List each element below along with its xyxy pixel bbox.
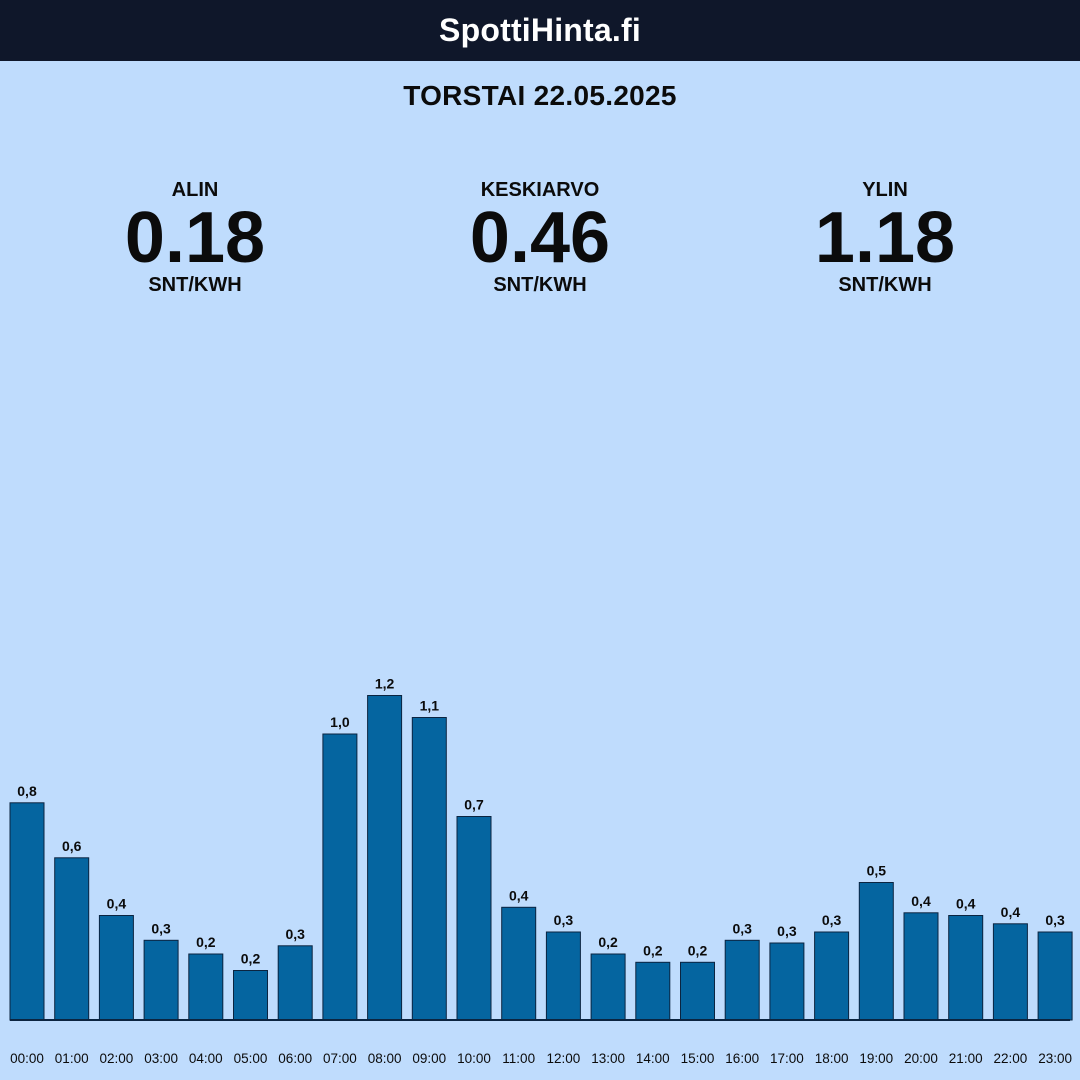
bar-1500 bbox=[680, 961, 715, 1021]
bar-2200 bbox=[992, 923, 1028, 1021]
data-label: 0,2 bbox=[688, 942, 708, 958]
x-tick-label: 23:00 bbox=[1038, 1051, 1072, 1066]
x-tick-label: 16:00 bbox=[725, 1051, 759, 1066]
data-label: 0,6 bbox=[62, 838, 82, 854]
data-label: 0,3 bbox=[554, 912, 574, 928]
header-bar: SpottiHinta.fi bbox=[0, 0, 1080, 61]
bar-1200 bbox=[545, 931, 581, 1021]
data-label: 0,2 bbox=[598, 934, 618, 950]
x-tick-label: 09:00 bbox=[412, 1051, 446, 1066]
bar-1900 bbox=[858, 882, 894, 1021]
data-label: 0,4 bbox=[911, 893, 931, 909]
bar-0300 bbox=[143, 939, 179, 1021]
bar-1000 bbox=[456, 816, 492, 1021]
x-tick-label: 17:00 bbox=[770, 1051, 804, 1066]
x-tick-label: 08:00 bbox=[368, 1051, 402, 1066]
x-tick-label: 00:00 bbox=[10, 1051, 44, 1066]
x-tick-label: 05:00 bbox=[234, 1051, 268, 1066]
bar-0500 bbox=[233, 970, 268, 1021]
x-tick-label: 02:00 bbox=[100, 1051, 134, 1066]
stat-max-unit: SNT/KWH bbox=[838, 274, 932, 296]
bar-0100 bbox=[54, 857, 90, 1021]
date-title: TORSTAI 22.05.2025 bbox=[403, 80, 677, 111]
x-tick-label: 06:00 bbox=[278, 1051, 312, 1066]
stat-max-value: 1.18 bbox=[814, 198, 956, 278]
data-label: 0,4 bbox=[1001, 904, 1021, 920]
bar-0200 bbox=[98, 915, 134, 1021]
data-label: 0,3 bbox=[777, 923, 797, 939]
data-label: 0,2 bbox=[643, 942, 663, 958]
bar-1800 bbox=[814, 931, 850, 1021]
data-label: 0,3 bbox=[732, 920, 752, 936]
data-label: 1,0 bbox=[330, 714, 350, 730]
bar-0000 bbox=[9, 802, 45, 1021]
data-label: 0,5 bbox=[867, 863, 887, 879]
stat-max-label: YLIN bbox=[862, 179, 908, 201]
stat-avg: KESKIARVO 0.46 SNT/KWH bbox=[390, 178, 690, 297]
x-tick-label: 19:00 bbox=[859, 1051, 893, 1066]
bar-0900 bbox=[411, 717, 447, 1021]
bar-1700 bbox=[769, 942, 805, 1021]
bar-2000 bbox=[903, 912, 939, 1021]
data-label: 0,4 bbox=[107, 896, 127, 912]
data-label: 1,2 bbox=[375, 676, 395, 692]
data-label: 0,4 bbox=[509, 887, 529, 903]
data-label: 0,3 bbox=[822, 912, 842, 928]
stat-avg-label: KESKIARVO bbox=[480, 179, 600, 201]
stat-min-value: 0.18 bbox=[124, 198, 266, 278]
bar-1400 bbox=[635, 961, 671, 1021]
x-tick-label: 12:00 bbox=[547, 1051, 581, 1066]
site-title: SpottiHinta.fi bbox=[439, 12, 641, 48]
stat-min-unit: SNT/KWH bbox=[148, 274, 242, 296]
data-label: 1,1 bbox=[420, 698, 440, 714]
bar-2300 bbox=[1037, 931, 1073, 1021]
stat-min-label: ALIN bbox=[171, 179, 219, 201]
x-tick-label: 04:00 bbox=[189, 1051, 223, 1066]
x-tick-label: 11:00 bbox=[502, 1051, 535, 1066]
stat-max: YLIN 1.18 SNT/KWH bbox=[735, 178, 1035, 297]
data-label: 0,2 bbox=[241, 951, 261, 967]
stat-min: ALIN 0.18 SNT/KWH bbox=[45, 178, 345, 297]
stat-avg-unit: SNT/KWH bbox=[493, 274, 587, 296]
data-label: 0,3 bbox=[1045, 912, 1065, 928]
x-tick-label: 20:00 bbox=[904, 1051, 938, 1066]
data-label: 0,4 bbox=[956, 896, 976, 912]
x-tick-label: 21:00 bbox=[949, 1051, 983, 1066]
bar-2100 bbox=[948, 915, 984, 1021]
bar-0800 bbox=[367, 695, 403, 1021]
x-tick-label: 10:00 bbox=[457, 1051, 491, 1066]
data-label: 0,3 bbox=[285, 926, 305, 942]
data-label: 0,2 bbox=[196, 934, 216, 950]
stat-avg-value: 0.46 bbox=[469, 198, 611, 278]
data-label: 0,7 bbox=[464, 797, 484, 813]
bar-1100 bbox=[501, 906, 537, 1021]
price-stats: ALIN 0.18 SNT/KWH KESKIARVO 0.46 SNT/KWH… bbox=[0, 0, 1080, 320]
bar-1300 bbox=[590, 953, 626, 1021]
x-tick-label: 15:00 bbox=[681, 1051, 715, 1066]
bar-0700 bbox=[322, 733, 358, 1021]
x-tick-label: 14:00 bbox=[636, 1051, 670, 1066]
bar-1600 bbox=[724, 939, 760, 1021]
data-label: 0,8 bbox=[17, 783, 37, 799]
bar-0600 bbox=[277, 945, 313, 1021]
x-tick-label: 18:00 bbox=[815, 1051, 849, 1066]
bar-0400 bbox=[188, 953, 224, 1021]
x-tick-label: 13:00 bbox=[591, 1051, 625, 1066]
data-label: 0,3 bbox=[151, 920, 171, 936]
x-tick-label: 22:00 bbox=[994, 1051, 1028, 1066]
x-tick-label: 03:00 bbox=[144, 1051, 178, 1066]
x-tick-label: 01:00 bbox=[55, 1051, 89, 1066]
x-tick-label: 07:00 bbox=[323, 1051, 357, 1066]
